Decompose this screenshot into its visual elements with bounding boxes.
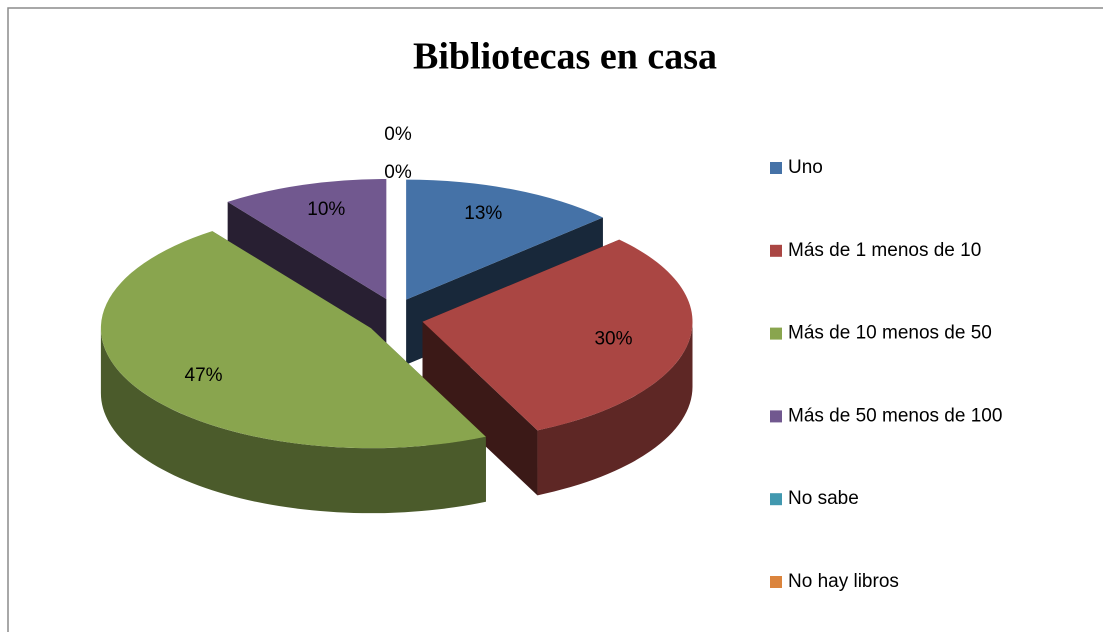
legend-swatch [770,576,782,588]
legend-label: Uno [788,157,823,178]
data-label: 0% [384,124,412,145]
legend-label: Más de 50 menos de 100 [788,405,1002,426]
data-label: 30% [594,328,632,349]
legend-label: Más de 10 menos de 50 [788,323,992,344]
slice [422,239,693,431]
legend-label: No hay libros [788,571,899,592]
slice [406,179,603,300]
slice [227,178,387,299]
slice-side [537,321,693,496]
legend-swatch [770,493,782,506]
legend-swatch [770,410,782,423]
legend-swatch [770,327,782,340]
legend-label: Más de 1 menos de 10 [788,240,981,261]
data-label: 13% [464,203,502,224]
data-label: 0% [384,162,412,183]
legend-swatch [770,244,782,257]
legend-label: No sabe [788,488,859,509]
legend-swatch [770,162,782,174]
pie-tops [100,178,693,449]
pie-labels: 13% 30% 47% 10% 0% 0% [185,124,633,386]
data-label: 47% [185,365,223,386]
slice-wall [422,321,538,496]
slice-side [100,328,486,514]
slice [100,231,486,449]
data-label: 10% [307,199,345,220]
chart-title: Bibliotecas en casa [413,36,717,78]
